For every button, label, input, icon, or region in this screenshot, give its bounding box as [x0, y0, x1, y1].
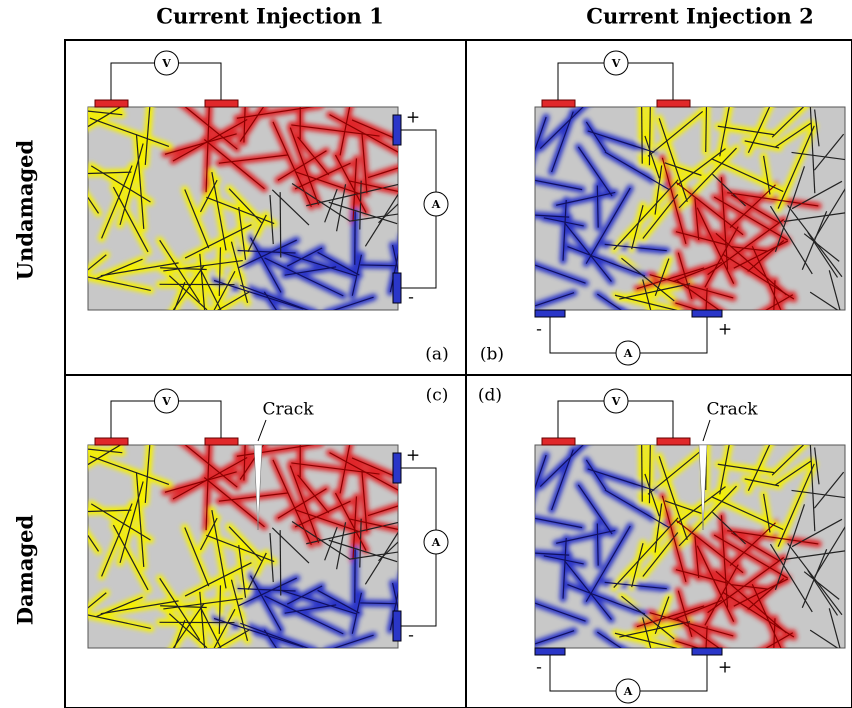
- voltmeter-label: V: [161, 395, 171, 408]
- minus-sign: -: [536, 658, 542, 678]
- voltage-electrode: [95, 438, 128, 445]
- fiber: [360, 265, 396, 266]
- ammeter-label: A: [623, 685, 633, 698]
- voltage-electrode: [95, 100, 128, 107]
- plus-sign: +: [718, 320, 732, 340]
- current-electrode: [692, 648, 722, 655]
- voltage-electrode: [542, 100, 575, 107]
- plus-sign: +: [718, 658, 732, 678]
- row-header: Damaged: [13, 514, 38, 625]
- panel-label: (b): [480, 345, 504, 365]
- crack-label: Crack: [706, 400, 758, 420]
- current-electrode: [535, 648, 565, 655]
- crack-arrow: [703, 420, 710, 441]
- voltage-electrode: [205, 100, 238, 107]
- current-electrode: [393, 273, 401, 303]
- current-electrode: [393, 611, 401, 641]
- voltmeter-label: V: [161, 57, 171, 70]
- row-header: Undamaged: [13, 139, 38, 280]
- ammeter-label: A: [431, 536, 441, 549]
- current-electrode: [692, 310, 722, 317]
- crack-arrow: [258, 420, 266, 441]
- panel-label: (d): [478, 386, 502, 406]
- voltage-electrode: [657, 100, 690, 107]
- panel-label: (c): [426, 386, 449, 406]
- crack-label: Crack: [262, 400, 314, 420]
- panel: V A + - (d) Crack: [478, 386, 852, 704]
- plus-sign: +: [406, 446, 420, 466]
- ammeter-label: A: [623, 347, 633, 360]
- voltage-electrode: [542, 438, 575, 445]
- minus-sign: -: [408, 288, 414, 308]
- current-electrode: [393, 453, 401, 483]
- fiber: [280, 530, 281, 595]
- panel: V A + - (a): [54, 51, 448, 365]
- fiber: [642, 440, 643, 502]
- voltage-electrode: [205, 438, 238, 445]
- voltmeter-label: V: [611, 57, 621, 70]
- current-electrode: [535, 310, 565, 317]
- plus-sign: +: [406, 108, 420, 128]
- figure: Current Injection 1 Current Injection 2 Un…: [0, 0, 852, 708]
- minus-sign: -: [408, 626, 414, 646]
- current-electrode: [393, 115, 401, 145]
- panel-label: (a): [425, 345, 448, 365]
- column-header: Current Injection 2: [586, 4, 813, 29]
- fiber: [642, 102, 643, 164]
- voltmeter-label: V: [611, 395, 621, 408]
- panel: V A + - (c) Crack: [54, 386, 448, 680]
- fiber: [360, 603, 396, 604]
- fiber: [280, 192, 281, 257]
- minus-sign: -: [536, 320, 542, 340]
- voltage-electrode: [657, 438, 690, 445]
- ammeter-label: A: [431, 198, 441, 211]
- column-header: Current Injection 1: [156, 4, 383, 29]
- panel: V A + - (b): [480, 51, 852, 365]
